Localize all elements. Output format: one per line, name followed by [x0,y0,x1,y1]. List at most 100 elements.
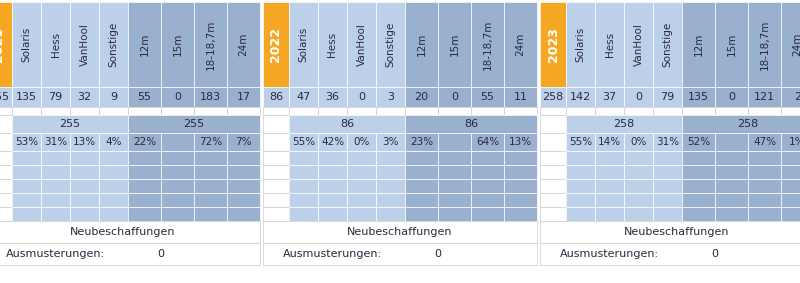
Bar [715,207,748,221]
Bar [194,2,227,87]
Bar [41,193,70,207]
Bar [161,193,194,207]
Bar [347,165,376,179]
Text: 37: 37 [602,92,617,102]
Text: VanHool: VanHool [634,23,643,66]
Bar [263,2,289,87]
Text: 18-18,7m: 18-18,7m [482,19,493,70]
Bar [471,133,504,151]
Bar [540,207,566,221]
Bar [99,133,128,151]
Bar [376,165,405,179]
Bar [781,193,800,207]
Bar [289,193,318,207]
Text: 55%: 55% [292,137,315,147]
Text: 55: 55 [138,92,151,102]
Text: 0%: 0% [630,137,646,147]
Bar [194,193,227,207]
Bar [0,107,12,115]
Bar [263,165,289,179]
Bar [0,165,12,179]
Bar [263,221,537,243]
Bar [566,151,595,165]
Bar [748,2,781,87]
Bar [128,179,161,193]
Bar [263,243,537,265]
Bar [376,151,405,165]
Bar [194,133,227,151]
Bar [12,2,41,87]
Bar [504,193,537,207]
Text: 0: 0 [158,249,165,259]
Bar [405,133,438,151]
Text: 79: 79 [48,92,62,102]
Bar [471,165,504,179]
Bar [566,87,595,107]
Text: 18-18,7m: 18-18,7m [206,19,215,70]
Text: 3%: 3% [382,137,398,147]
Text: 142: 142 [570,92,591,102]
Text: 0: 0 [451,92,458,102]
Bar [227,107,260,115]
Bar [318,179,347,193]
Bar [624,87,653,107]
Bar [781,165,800,179]
Bar [781,151,800,165]
Text: 53%: 53% [15,137,38,147]
Bar [347,133,376,151]
Bar [70,179,99,193]
Text: 22%: 22% [133,137,156,147]
Text: 24m: 24m [515,33,526,56]
Bar [194,87,227,107]
Bar [715,87,748,107]
Text: 13%: 13% [509,137,532,147]
Bar [682,133,715,151]
Bar [748,165,781,179]
Bar [715,133,748,151]
Bar [376,107,405,115]
Bar [289,87,318,107]
Bar [653,87,682,107]
Bar [128,165,161,179]
Bar [0,2,12,87]
Text: 55: 55 [481,92,494,102]
Bar [540,179,566,193]
Text: 12m: 12m [694,33,703,56]
Bar [347,87,376,107]
Bar [566,193,595,207]
Bar [41,133,70,151]
Bar [595,107,624,115]
Bar [471,193,504,207]
Bar [540,165,566,179]
Bar [566,165,595,179]
Bar [318,2,347,87]
Text: Solaris: Solaris [298,27,309,62]
Bar [748,207,781,221]
Bar [624,207,653,221]
Bar [128,87,161,107]
Bar [438,207,471,221]
Bar [41,207,70,221]
Bar [289,107,318,115]
Bar [0,243,260,265]
Bar [227,2,260,87]
Text: 1%: 1% [790,137,800,147]
Text: 24m: 24m [793,33,800,56]
Text: 47: 47 [296,92,310,102]
Bar [471,179,504,193]
Text: 86: 86 [464,119,478,129]
Bar [99,87,128,107]
Text: 0: 0 [728,92,735,102]
Bar [263,107,289,115]
Bar [41,2,70,87]
Bar [595,179,624,193]
Bar [715,151,748,165]
Text: 258: 258 [738,119,758,129]
Bar [405,179,438,193]
Bar [781,107,800,115]
Bar [715,193,748,207]
Bar [12,151,41,165]
Bar [12,115,128,133]
Bar [194,165,227,179]
Bar [595,193,624,207]
